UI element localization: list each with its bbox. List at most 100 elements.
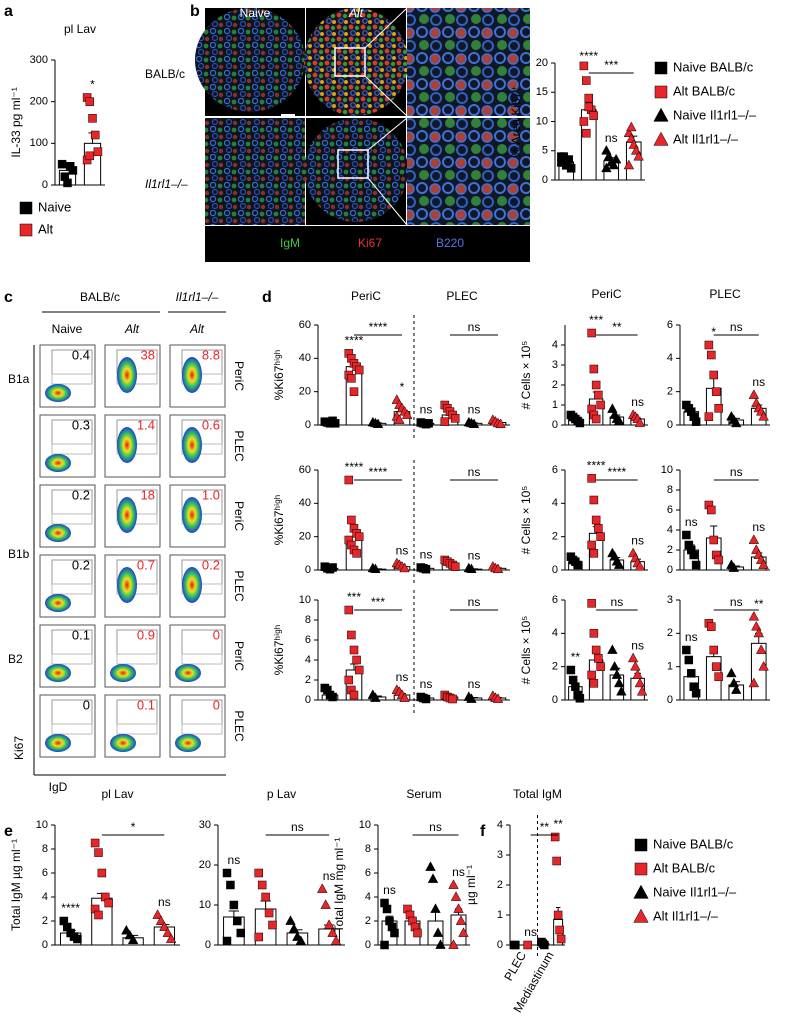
point — [587, 474, 596, 483]
point — [582, 128, 591, 138]
point — [550, 832, 560, 842]
point — [587, 599, 596, 608]
point — [709, 535, 718, 545]
point — [731, 417, 742, 428]
point — [427, 873, 439, 883]
legend-marker — [653, 131, 669, 146]
significance-label: ns — [468, 677, 481, 691]
point — [689, 550, 698, 560]
image — [195, 8, 305, 112]
point — [94, 910, 103, 920]
point — [758, 410, 769, 421]
point — [85, 151, 95, 161]
point — [748, 389, 760, 399]
legend-marker — [654, 85, 668, 99]
y-tick-label: 8 — [667, 484, 673, 496]
significance-label: ns — [752, 520, 765, 534]
point — [328, 563, 337, 572]
y-tick-label: 2 — [552, 531, 558, 543]
y-tick-label: 2 — [552, 661, 558, 673]
gate — [116, 583, 158, 595]
point — [254, 932, 263, 942]
axis-label: IgD — [49, 780, 68, 794]
point — [584, 102, 593, 112]
y-tick-label: 6 — [552, 464, 558, 476]
point — [421, 694, 431, 704]
point — [399, 562, 410, 573]
point — [596, 662, 605, 671]
y-tick-label: 20 — [299, 386, 311, 398]
legend-label: Alt Il1rl1–/– — [653, 908, 719, 923]
legend-marker — [654, 61, 668, 75]
point — [591, 515, 601, 525]
point — [753, 627, 764, 638]
bracket-label: **** — [369, 465, 388, 479]
y-axis-label: %Ki67ʰⁱᵍʰ — [272, 494, 286, 545]
point — [579, 61, 589, 71]
point — [707, 505, 716, 515]
point — [455, 915, 467, 925]
point — [495, 418, 506, 429]
point — [589, 364, 599, 374]
gate — [51, 373, 93, 385]
y-tick-label: 40 — [299, 497, 311, 509]
gate-value: 0.7 — [137, 557, 155, 572]
gate — [51, 583, 93, 595]
zoom-box — [334, 47, 366, 77]
x-tick-label: PLEC — [501, 949, 529, 983]
point — [714, 404, 723, 413]
flow-density — [182, 567, 202, 603]
y-tick-label: 6 — [667, 504, 673, 516]
point — [370, 692, 381, 702]
point — [627, 652, 639, 663]
significance-label: ** — [571, 650, 581, 664]
point — [226, 880, 235, 890]
chart-title: pl Lav — [101, 787, 133, 801]
gate — [116, 723, 158, 735]
y-axis-label: %Ki67ʰⁱᵍʰ — [272, 624, 286, 675]
y-axis-label: % Area Ki67⁺ — [509, 85, 523, 157]
y-tick-label: 4 — [497, 819, 503, 831]
panel-letter: e — [4, 823, 13, 840]
flow-density — [45, 524, 71, 542]
y-axis-label: Total IgM µg ml⁻¹ — [9, 839, 23, 931]
point — [582, 76, 591, 85]
gate-value: 0 — [213, 697, 220, 712]
y-tick-label: 300 — [30, 54, 48, 66]
column-label: Alt — [348, 6, 364, 20]
point — [587, 540, 596, 550]
point — [468, 418, 480, 429]
legend-marker — [633, 908, 649, 923]
y-tick-label: 60 — [299, 464, 311, 476]
point — [347, 515, 356, 525]
y-axis-label: %Ki67ʰⁱᵍʰ — [272, 349, 286, 400]
point — [354, 365, 364, 375]
y-tick-label: 5 — [542, 145, 548, 157]
significance-label: **** — [345, 334, 364, 348]
significance-label: ** — [754, 597, 764, 611]
significance-label: * — [711, 325, 716, 339]
point — [347, 374, 356, 383]
bracket-label: ** — [540, 820, 550, 834]
point — [68, 166, 78, 175]
gate-value: 38 — [141, 347, 155, 362]
flow-density — [182, 427, 202, 463]
significance-label: ns — [468, 549, 481, 563]
tissue-label: PeriC — [232, 361, 246, 391]
point — [466, 563, 477, 574]
bracket-label: **** — [608, 465, 627, 479]
gate-value: 0 — [83, 697, 90, 712]
bracket-label: ns — [730, 595, 743, 609]
y-tick-label: 6 — [305, 634, 311, 646]
point — [626, 121, 637, 132]
point — [394, 414, 405, 424]
chart-title: p Lav — [267, 787, 296, 801]
y-tick-label: 0 — [552, 419, 558, 431]
y-tick-label: 0 — [42, 179, 48, 191]
point — [709, 370, 718, 380]
chart-title: Total IgM — [513, 787, 562, 801]
point — [596, 532, 605, 541]
legend-label: Alt BALB/c — [673, 83, 736, 98]
y-tick-label: 3 — [552, 359, 558, 371]
flow-density — [182, 357, 202, 393]
